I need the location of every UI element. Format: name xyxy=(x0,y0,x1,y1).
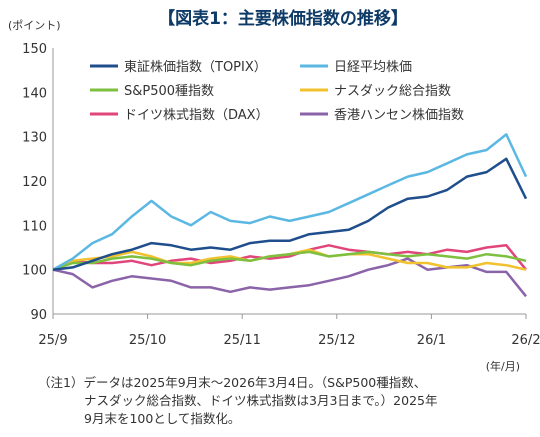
x-tick-label: 26/2 xyxy=(511,333,540,348)
y-tick-label: 150 xyxy=(22,42,47,57)
x-axis-unit: (年/月) xyxy=(486,359,520,373)
x-tick-label: 25/12 xyxy=(318,333,355,348)
y-tick-label: 140 xyxy=(22,86,47,101)
footnote: （注1）データは2025年9月末～2026年3月4日。（S&P500種指数、 ナ… xyxy=(38,374,538,428)
series-line xyxy=(52,157,528,271)
x-tick-label: 25/10 xyxy=(129,333,166,348)
footnote-line-3: 9月末を100として指数化。 xyxy=(84,411,241,426)
legend-label: 日経平均株価 xyxy=(334,60,412,75)
footnote-line-1: （注1）データは2025年9月末～2026年3月4日。（S&P500種指数、 xyxy=(38,375,427,390)
y-tick-label: 110 xyxy=(22,219,47,234)
series-line xyxy=(52,257,527,298)
axes: 90 100 110 120 130 140 150 25/9 25/10 25/11 25/12 2… xyxy=(22,42,540,348)
y-axis-unit: (ポイント) xyxy=(8,19,61,32)
series-line xyxy=(52,250,527,271)
legend-label: ドイツ株式指数（DAX） xyxy=(124,108,269,123)
series-lines xyxy=(52,133,528,298)
y-tick-label: 100 xyxy=(22,264,47,279)
x-tick-label: 25/11 xyxy=(223,333,260,348)
legend: 東証株価指数（TOPIX） 日経平均株価 S&P500種指数 ナスダック総合指数ドイツ… xyxy=(90,59,464,123)
y-tick-label: 120 xyxy=(22,175,47,190)
series-line xyxy=(52,244,527,271)
chart-title: 【図表1：主要株価指数の推移】 xyxy=(158,8,408,29)
legend-label: ナスダック総合指数 xyxy=(334,84,451,99)
x-tick-label: 26/1 xyxy=(417,333,446,348)
x-tick-label: 25/9 xyxy=(38,333,67,348)
series-line xyxy=(52,133,528,271)
legend-label: 香港ハンセン株価指数 xyxy=(334,108,464,123)
legend-label: S&P500種指数 xyxy=(124,83,214,99)
legend-label: 東証株価指数（TOPIX） xyxy=(124,59,267,75)
y-tick-label: 90 xyxy=(30,308,47,323)
y-tick-label: 130 xyxy=(22,131,47,146)
footnote-line-2: ナスダック総合指数、ドイツ株式指数は3月3日まで。）2025年 xyxy=(84,393,438,408)
